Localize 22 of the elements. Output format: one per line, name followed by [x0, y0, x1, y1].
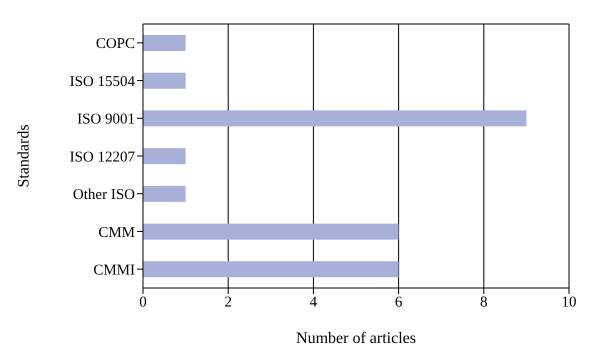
x-tick-label: 6 [394, 294, 403, 311]
y-tick-label: ISO 9001 [77, 112, 135, 128]
bar [143, 186, 186, 202]
bar [143, 261, 399, 278]
x-tick-label: 8 [480, 294, 488, 311]
y-tick-label: COPC [96, 36, 135, 52]
y-tick-label: Other ISO [72, 187, 136, 204]
x-tick-label: 10 [562, 294, 576, 311]
y-tick-label: ISO 15504 [70, 74, 136, 90]
y-tick-label: CMM [98, 224, 135, 241]
bar [143, 72, 186, 89]
y-axis-title: Standards [16, 124, 33, 188]
x-tick-label: 2 [224, 294, 232, 311]
y-tick-label: CMMI [93, 262, 135, 278]
y-tick-label: ISO 12207 [70, 149, 136, 166]
bar [143, 35, 186, 51]
bar [143, 110, 526, 126]
x-tick-label: 0 [139, 294, 147, 311]
x-tick-label: 4 [310, 294, 318, 311]
bar [143, 148, 186, 164]
bar [143, 224, 399, 240]
x-axis-title: Number of articles [296, 330, 416, 347]
